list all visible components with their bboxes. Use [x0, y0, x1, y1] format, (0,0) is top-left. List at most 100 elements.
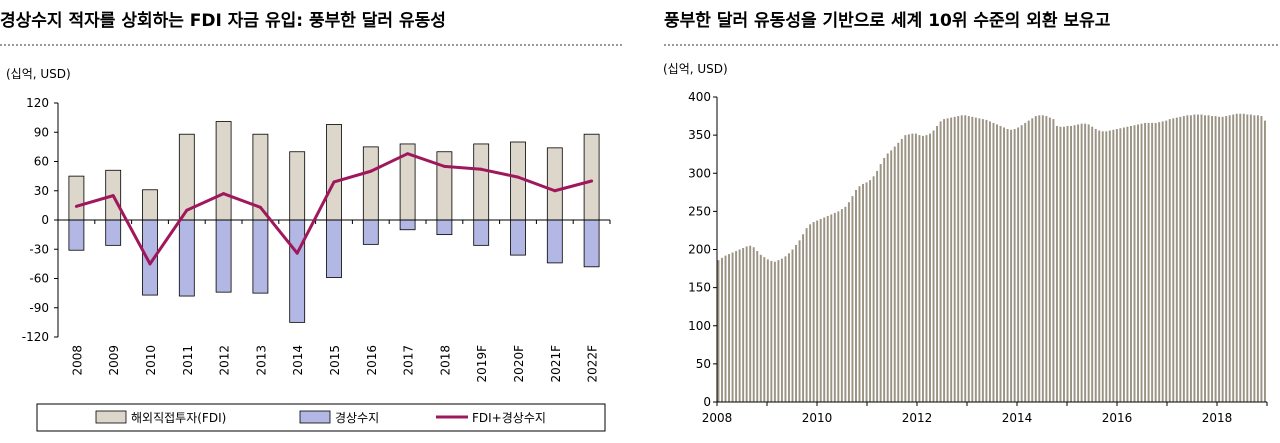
left-y-tick-label: 60: [34, 155, 49, 169]
fdi-plus-ca-point: [332, 180, 336, 184]
reserves-bar: [738, 249, 741, 402]
left-x-tick-label: 2018: [438, 345, 452, 376]
reserves-bar: [1013, 129, 1016, 402]
right-unit-label: (십억, USD): [663, 62, 728, 76]
left-x-tick-label: 2020F: [512, 345, 526, 383]
reserves-bar: [1126, 126, 1129, 403]
reserves-bar: [812, 222, 815, 402]
reserves-bar: [1239, 113, 1242, 403]
right-x-tick-label: 2012: [902, 411, 933, 425]
left-x-tick-label: 2008: [70, 345, 84, 376]
fdi-bar: [436, 151, 453, 221]
current-account-bar: [546, 219, 563, 264]
right-y-tick-label: 200: [688, 243, 711, 257]
reserves-bar: [1070, 125, 1073, 402]
reserves-bar: [1098, 130, 1101, 403]
left-x-tick-label: 2021F: [549, 345, 563, 383]
reserves-bar: [724, 255, 727, 402]
left-chart-title: 경상수지 적자를 상회하는 FDI 자금 유입: 풍부한 달러 유동성: [0, 11, 446, 31]
right-y-tick-label: 400: [688, 90, 711, 104]
current-account-bar: [178, 219, 195, 297]
legend-ca-swatch: [299, 410, 331, 424]
reserves-bar: [1112, 129, 1115, 402]
reserves-bar: [1038, 115, 1041, 403]
reserves-bar: [788, 253, 790, 402]
legend-fdi-swatch: [95, 410, 127, 424]
reserves-bar: [946, 118, 949, 402]
reserves-bar: [798, 240, 801, 402]
right-y-tick-label: 350: [688, 128, 711, 142]
reserves-bar: [837, 211, 840, 402]
reserves-bar: [890, 150, 893, 402]
reserves-bar: [1024, 122, 1027, 403]
reserves-bar: [759, 254, 762, 402]
reserves-bar: [721, 257, 723, 402]
reserves-bar: [1200, 114, 1203, 402]
reserves-bar: [1140, 123, 1143, 402]
reserves-bar: [950, 117, 953, 403]
reserves-bar: [929, 133, 931, 402]
left-x-tick-label: 2014: [291, 345, 305, 376]
reserves-bar: [844, 206, 847, 402]
reserves-bar: [1010, 129, 1013, 402]
reserves-bar: [731, 252, 734, 402]
reserves-bar: [886, 153, 889, 402]
fdi-bar: [326, 124, 342, 221]
right-x-tick-label: 2010: [802, 411, 833, 425]
reserves-bar: [988, 121, 991, 403]
reserves-bar: [717, 260, 720, 402]
reserves-bar: [996, 124, 998, 402]
reserves-bar: [1137, 124, 1139, 402]
reserves-bar: [728, 254, 731, 402]
reserves-bar: [1077, 124, 1080, 402]
fdi-plus-ca-point: [295, 251, 299, 255]
reserves-bar: [1246, 114, 1249, 402]
reserves-bar: [802, 234, 805, 402]
reserves-bar: [1186, 115, 1189, 403]
reserves-bar: [1172, 118, 1175, 402]
reserves-bar: [999, 125, 1002, 402]
left-title-divider: [0, 44, 622, 46]
current-account-bar: [289, 219, 306, 323]
right-x-tick-label: 2018: [1202, 411, 1233, 425]
reserves-bar: [1263, 120, 1266, 402]
reserves-bar: [1101, 131, 1104, 402]
left-y-tick-label: 90: [34, 125, 49, 139]
reserves-bar: [1228, 115, 1231, 403]
fdi-plus-ca-point: [369, 169, 373, 173]
reserves-bar: [1063, 126, 1065, 403]
reserves-bar: [967, 116, 970, 402]
reserves-bar: [1154, 122, 1157, 403]
reserves-bar: [770, 260, 773, 402]
fdi-plus-ca-point: [406, 152, 410, 156]
reserves-bar: [1144, 122, 1147, 403]
left-y-tick-label: 0: [41, 213, 49, 227]
current-account-bar: [510, 219, 526, 256]
reserves-bar: [1211, 116, 1214, 402]
reserves-bar: [936, 125, 939, 402]
reserves-bar: [791, 249, 794, 402]
reserves-bar: [840, 209, 843, 402]
reserves-bar: [1249, 114, 1252, 402]
reserves-bar: [893, 146, 896, 402]
reserves-bar: [752, 247, 755, 402]
reserves-bar: [981, 119, 984, 403]
reserves-bar: [939, 121, 942, 403]
reserves-bar: [1006, 129, 1009, 402]
fdi-plus-ca-point: [74, 204, 78, 208]
reserves-bar: [777, 260, 780, 402]
left-x-tick-label: 2012: [218, 345, 232, 376]
reserves-bar: [1031, 118, 1034, 402]
left-x-tick-label: 2016: [365, 345, 379, 376]
reserves-bar: [1165, 120, 1168, 402]
fdi-bar: [362, 146, 379, 221]
left-x-tick-label: 2019F: [475, 345, 489, 383]
reserves-bar: [816, 220, 819, 402]
reserves-bar: [883, 158, 886, 402]
fdi-bar: [289, 151, 306, 221]
reserves-bar: [1196, 114, 1199, 402]
reserves-bar: [1225, 116, 1228, 402]
reserves-bar: [1119, 128, 1122, 402]
fdi-plus-ca-point: [590, 179, 594, 183]
reserves-bar: [921, 135, 924, 402]
